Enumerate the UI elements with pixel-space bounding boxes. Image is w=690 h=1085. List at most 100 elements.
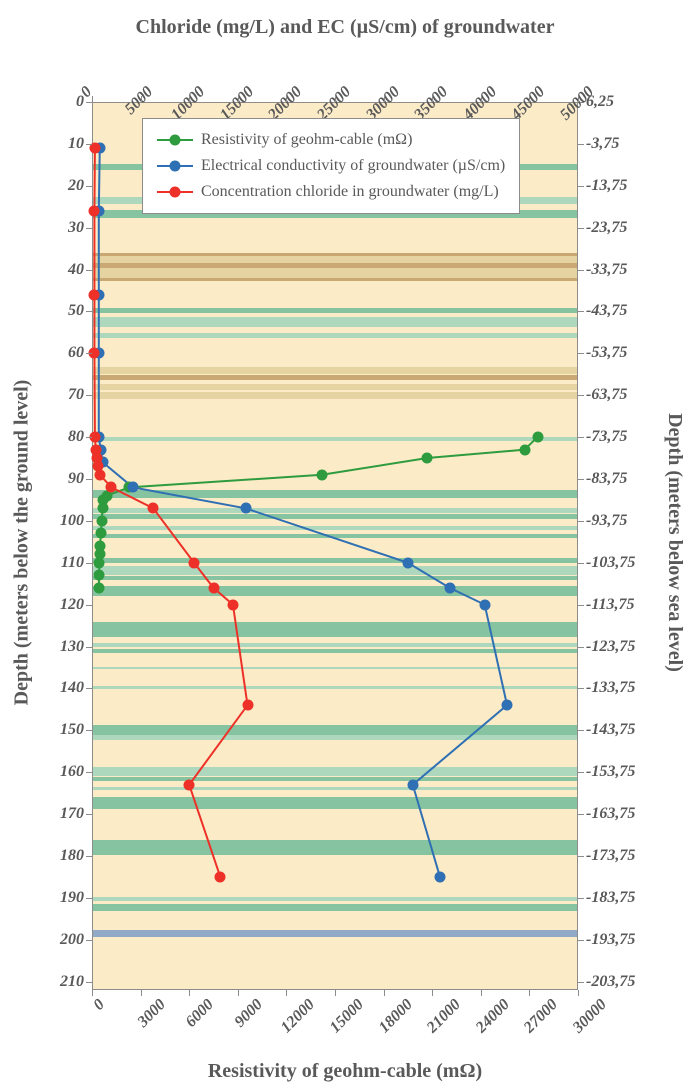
resistivity-marker [95,528,106,539]
resistivity-marker [97,503,108,514]
y-right-tick-label: -183,75 [586,889,646,907]
y-left-tick-label: 90 [36,470,84,488]
y-right-tick-label: -13,75 [586,177,646,195]
y-left-tick-label: 0 [36,93,84,111]
x-bottom-tick-label: 15000 [327,996,368,1037]
series-lines [92,102,578,990]
y-right-tick-label: -3,75 [586,135,646,153]
y-left-tick-label: 10 [36,135,84,153]
legend-swatch [157,160,193,172]
legend-label: Electrical conductivity of groundwater (… [201,157,505,175]
resistivity-marker [94,557,105,568]
y-right-tick-label: -103,75 [586,554,646,572]
y-left-tick-label: 40 [36,261,84,279]
x-bottom-tick-label: 24000 [473,996,514,1037]
x-bottom-tick-label: 27000 [521,996,562,1037]
y-right-tick-label: -53,75 [586,344,646,362]
resistivity-marker [93,582,104,593]
y-right-tick-label: -173,75 [586,847,646,865]
y-left-tick-label: 50 [36,302,84,320]
y-left-tick-label: 130 [36,638,84,656]
left-axis-title: Depth (meters below the ground level) [10,0,34,1085]
y-left-tick-label: 160 [36,763,84,781]
y-right-tick-label: -83,75 [586,470,646,488]
x-bottom-tick-label: 30000 [570,996,611,1037]
ec-marker [444,582,455,593]
chloride-marker [148,503,159,514]
y-right-tick-label: -203,75 [586,973,646,991]
y-right-tick-label: -33,75 [586,261,646,279]
legend-swatch [157,186,193,198]
legend-item-chloride: Concentration chloride in groundwater (m… [155,179,507,205]
legend-item-resistivity: Resistivity of geohm-cable (mΩ) [155,127,507,153]
y-right-tick-label: -153,75 [586,763,646,781]
y-right-tick-label: -93,75 [586,512,646,530]
chloride-marker [227,599,238,610]
chloride-line [94,148,247,877]
y-left-tick-label: 30 [36,219,84,237]
y-left-tick-label: 20 [36,177,84,195]
depth-profile-chart: Chloride (mg/L) and EC (µS/cm) of ground… [0,0,690,1085]
resistivity-marker [532,432,543,443]
chloride-marker [242,700,253,711]
y-left-tick-label: 170 [36,805,84,823]
chloride-marker [94,469,105,480]
ec-marker [502,700,513,711]
y-left-tick-label: 200 [36,931,84,949]
resistivity-marker [422,453,433,464]
y-right-tick-label: -123,75 [586,638,646,656]
y-right-tick-label: -73,75 [586,428,646,446]
resistivity-marker [96,515,107,526]
chloride-marker [89,289,100,300]
y-left-tick-label: 190 [36,889,84,907]
chloride-marker [189,557,200,568]
chloride-marker [215,871,226,882]
y-left-tick-label: 100 [36,512,84,530]
ec-marker [434,871,445,882]
y-left-tick-label: 60 [36,344,84,362]
x-bottom-tick-label: 21000 [424,996,465,1037]
legend: Resistivity of geohm-cable (mΩ) Electric… [142,118,520,214]
y-right-tick-label: -133,75 [586,679,646,697]
x-bottom-tick-label: 9000 [231,996,266,1031]
ec-marker [479,599,490,610]
plot-area: 0102030405060708090100110120130140150160… [92,102,578,990]
y-left-tick-label: 140 [36,679,84,697]
y-right-tick-label: -113,75 [586,596,646,614]
resistivity-line [99,437,538,588]
y-right-tick-label: -63,75 [586,386,646,404]
ec-marker [402,557,413,568]
chloride-marker [184,779,195,790]
top-axis-title: Chloride (mg/L) and EC (µS/cm) of ground… [0,16,690,39]
y-right-tick-label: -23,75 [586,219,646,237]
y-right-tick-label: -43,75 [586,302,646,320]
resistivity-marker [317,469,328,480]
y-left-tick-label: 80 [36,428,84,446]
x-bottom-tick-label: 0 [90,996,108,1014]
y-left-tick-label: 180 [36,847,84,865]
x-bottom-tick-label: 3000 [134,996,169,1031]
legend-swatch [157,134,193,146]
ec-marker [240,503,251,514]
ec-line [99,148,507,877]
right-axis-title: Depth (meters below sea level) [662,0,686,1085]
bottom-axis-title: Resistivity of geohm-cable (mΩ) [0,1060,690,1083]
y-right-tick-label: -163,75 [586,805,646,823]
x-bottom-tick-label: 12000 [278,996,319,1037]
y-left-tick-label: 150 [36,721,84,739]
x-bottom-tick-label: 18000 [375,996,416,1037]
y-left-tick-label: 120 [36,596,84,614]
chloride-marker [208,582,219,593]
y-right-tick-label: -193,75 [586,931,646,949]
ec-marker [407,779,418,790]
y-left-tick-label: 110 [36,554,84,572]
y-left-tick-label: 210 [36,973,84,991]
legend-label: Resistivity of geohm-cable (mΩ) [201,131,412,149]
y-right-tick-label: -143,75 [586,721,646,739]
ec-marker [127,482,138,493]
resistivity-marker [94,570,105,581]
y-left-tick-label: 70 [36,386,84,404]
resistivity-marker [519,444,530,455]
legend-item-ec: Electrical conductivity of groundwater (… [155,153,507,179]
x-bottom-tick-label: 6000 [183,996,218,1031]
